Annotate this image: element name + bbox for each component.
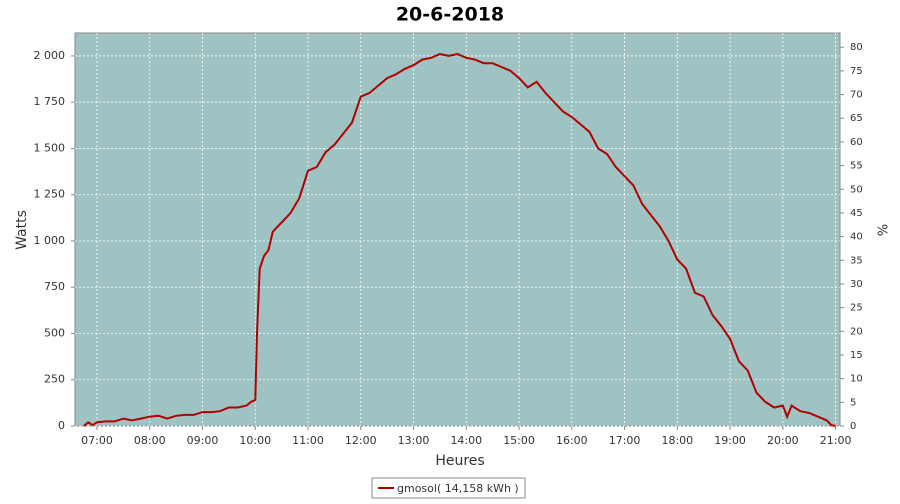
data-line — [83, 53, 836, 427]
y-tick-label: 1 000 — [34, 234, 66, 247]
y2-tick-label: 25 — [850, 303, 863, 314]
x-tick-label: 12:00 — [345, 434, 377, 447]
x-tick-label: 20:00 — [767, 434, 799, 447]
legend-label: gmosol( 14,158 kWh ) — [397, 482, 519, 495]
y-tick-label: 0 — [58, 419, 65, 432]
y2-tick-label: 20 — [850, 326, 863, 337]
x-axis-label: Heures — [435, 453, 484, 469]
x-tick-label: 16:00 — [556, 434, 588, 447]
y2-tick-label: 35 — [850, 255, 863, 266]
y2-tick-label: 75 — [850, 66, 863, 77]
x-tick-label: 14:00 — [450, 434, 482, 447]
y-tick-label: 1 750 — [34, 95, 66, 108]
y-tick-label: 250 — [44, 373, 65, 386]
y2-tick-label: 10 — [850, 374, 863, 385]
y-tick-label: 1 250 — [34, 188, 66, 201]
y2-tick-label: 0 — [850, 421, 856, 432]
y-axis-label: Watts — [14, 210, 30, 250]
y2-tick-label: 15 — [850, 350, 863, 361]
y-tick-label: 750 — [44, 280, 65, 293]
y2-axis-label: % — [874, 224, 889, 236]
x-tick-label: 09:00 — [187, 434, 219, 447]
y2-tick-label: 55 — [850, 161, 863, 172]
x-tick-label: 08:00 — [134, 434, 166, 447]
y2-tick-label: 5 — [850, 397, 856, 408]
y-tick-label: 500 — [44, 326, 65, 339]
x-tick-label: 13:00 — [398, 434, 430, 447]
x-tick-label: 07:00 — [81, 434, 113, 447]
y2-tick-label: 30 — [850, 279, 863, 290]
x-tick-label: 11:00 — [292, 434, 324, 447]
x-tick-label: 21:00 — [820, 434, 852, 447]
y2-tick-label: 65 — [850, 113, 863, 124]
plot-area — [74, 32, 841, 427]
y2-tick-label: 45 — [850, 208, 863, 219]
y2-tick-label: 80 — [850, 42, 863, 53]
x-tick-label: 19:00 — [714, 434, 746, 447]
y2-tick-label: 70 — [850, 90, 863, 101]
x-tick-label: 15:00 — [503, 434, 535, 447]
y2-tick-label: 50 — [850, 184, 863, 195]
chart-title: 20-6-2018 — [396, 4, 504, 26]
y2-tick-label: 40 — [850, 232, 863, 243]
y-tick-label: 2 000 — [34, 49, 66, 62]
x-tick-label: 18:00 — [661, 434, 693, 447]
y2-tick-label: 60 — [850, 137, 863, 148]
y-tick-label: 1 500 — [34, 141, 66, 154]
legend-box — [371, 477, 526, 499]
x-tick-label: 17:00 — [609, 434, 641, 447]
x-tick-label: 10:00 — [239, 434, 271, 447]
